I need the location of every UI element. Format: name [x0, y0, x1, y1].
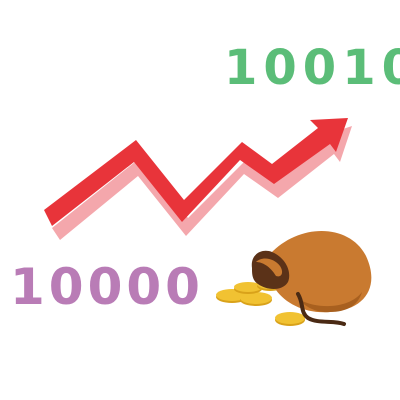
bottom-number: 10000 — [10, 258, 204, 316]
upward-trend-arrow-icon — [44, 118, 352, 240]
bag-body — [265, 230, 372, 313]
bag-string — [296, 292, 346, 326]
arrow-body — [44, 118, 348, 226]
top-number: 10010 — [224, 40, 400, 96]
money-bag-icon — [216, 230, 372, 326]
bag-shade — [300, 292, 362, 313]
bag-lip — [256, 258, 283, 277]
